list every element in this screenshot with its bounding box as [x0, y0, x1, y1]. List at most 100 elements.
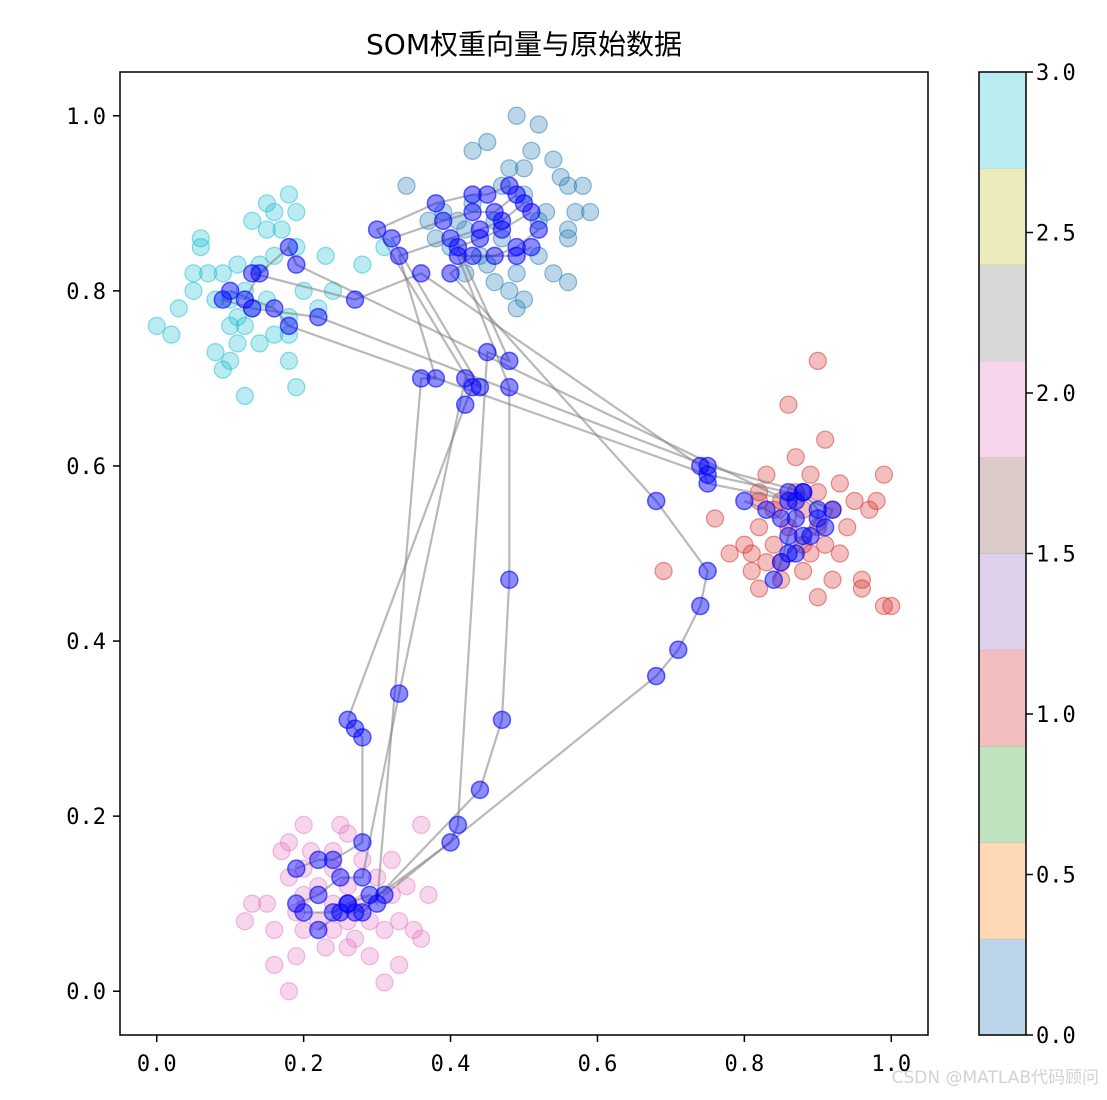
som-weight-node: [309, 920, 328, 940]
data-point-3: [279, 185, 299, 204]
data-point-1: [749, 579, 769, 598]
y-tick-label: 0.2: [66, 805, 106, 830]
som-weight-node: [426, 369, 446, 388]
data-point-0: [522, 141, 541, 160]
som-weight-node: [463, 246, 482, 266]
data-point-3: [169, 299, 188, 318]
som-weight-node: [433, 211, 453, 231]
som-weight-node: [500, 570, 519, 590]
som-weight-node: [478, 342, 497, 362]
som-weight-node: [646, 666, 666, 686]
data-point-2: [360, 947, 379, 966]
som-weight-node: [323, 903, 343, 922]
som-weight-node: [382, 229, 402, 248]
som-weight-node: [309, 850, 328, 870]
x-tick-label: 0.8: [724, 1052, 764, 1077]
som-weight-node: [353, 833, 372, 852]
data-point-2: [382, 850, 401, 870]
colorbar-band: [979, 264, 1026, 362]
data-point-2: [390, 955, 409, 975]
data-point-1: [816, 430, 835, 449]
som-weight-node: [294, 903, 313, 922]
data-point-1: [874, 465, 894, 484]
som-weight-node: [265, 299, 284, 318]
data-point-3: [228, 334, 247, 353]
som-weight-node: [323, 850, 343, 870]
data-point-3: [235, 386, 254, 406]
data-point-3: [316, 246, 335, 265]
data-point-3: [213, 360, 232, 379]
data-point-1: [874, 596, 894, 616]
som-weight-node: [309, 307, 328, 327]
som-weight-node: [338, 710, 357, 730]
data-point-2: [265, 920, 284, 940]
data-point-2: [338, 938, 357, 957]
som-weight-node: [455, 395, 475, 414]
data-point-1: [779, 395, 798, 414]
data-point-0: [507, 264, 526, 283]
data-point-0: [514, 159, 534, 178]
colorbar-tick-label: 3.0: [1036, 61, 1076, 86]
data-point-2: [338, 824, 357, 843]
som-weight-node: [441, 264, 460, 283]
som-weight-node: [426, 194, 446, 213]
data-point-1: [808, 351, 827, 370]
som-weight-node: [779, 544, 798, 563]
data-point-1: [808, 588, 827, 607]
plot-background: [120, 72, 928, 1035]
som-weight-node: [375, 885, 394, 905]
data-point-3: [199, 264, 218, 283]
som-weight-node: [331, 868, 350, 887]
data-point-3: [287, 202, 306, 222]
colorbar-band: [979, 649, 1026, 747]
data-point-0: [507, 106, 526, 125]
data-point-3: [228, 255, 247, 274]
colorbar-tick-label: 2.0: [1036, 382, 1076, 407]
som-weight-node: [250, 264, 269, 283]
data-point-3: [265, 325, 284, 344]
data-point-1: [654, 561, 673, 581]
x-tick-label: 0.6: [578, 1052, 618, 1077]
som-weight-node: [470, 377, 490, 397]
data-point-1: [860, 500, 879, 519]
data-point-0: [558, 273, 578, 292]
som-weight-node: [698, 561, 717, 581]
data-point-0: [463, 141, 482, 160]
colorbar: 0.0 0.5 1.0 1.5 2.0 2.5 3.0: [978, 61, 1076, 1049]
som-grid-line: [347, 228, 540, 914]
som-weight-node: [815, 517, 835, 537]
som-weight-node: [522, 237, 541, 257]
som-weight-node: [220, 281, 240, 301]
data-point-2: [235, 912, 254, 931]
data-point-2: [390, 912, 409, 931]
som-weight-node: [448, 246, 468, 266]
data-point-0: [581, 202, 600, 222]
colorbar-band: [979, 360, 1026, 458]
data-point-2: [353, 850, 372, 870]
y-tick-label: 1.0: [66, 105, 106, 130]
som-weight-node: [279, 316, 299, 336]
data-point-0: [573, 176, 592, 195]
som-weight-node: [529, 220, 548, 239]
som-weight-node: [411, 369, 431, 388]
data-point-3: [147, 316, 166, 335]
data-point-3: [257, 220, 277, 239]
x-tick-label: 0.4: [431, 1052, 471, 1077]
som-weight-node: [242, 264, 262, 283]
data-point-0: [478, 132, 497, 152]
som-weight-node: [500, 377, 519, 397]
som-weight-node: [793, 526, 813, 546]
data-point-3: [213, 264, 232, 283]
som-grid-line: [383, 246, 709, 896]
data-point-2: [265, 955, 284, 975]
data-point-0: [566, 202, 585, 222]
som-weight-node: [338, 894, 357, 913]
data-point-0: [544, 264, 563, 283]
data-point-3: [243, 211, 262, 230]
data-point-1: [705, 509, 725, 528]
som-weight-node: [353, 868, 372, 887]
data-point-0: [500, 281, 519, 300]
som-weight-node: [470, 780, 490, 800]
data-point-0: [544, 150, 563, 169]
